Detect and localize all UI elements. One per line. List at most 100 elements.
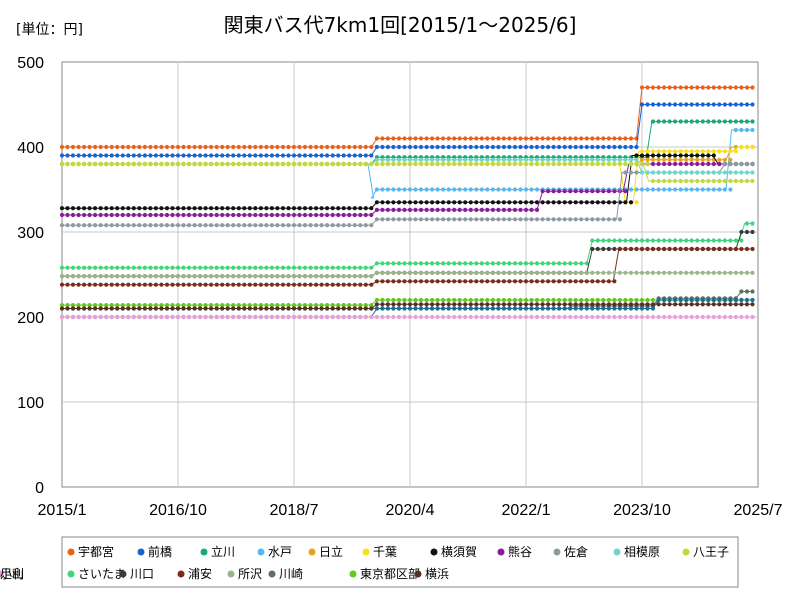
data-point <box>374 270 379 275</box>
data-point <box>579 217 584 222</box>
data-point <box>584 136 589 141</box>
data-point <box>264 153 269 158</box>
data-point <box>330 144 335 150</box>
data-point <box>595 302 600 307</box>
data-point <box>662 157 667 162</box>
data-point <box>457 136 462 141</box>
data-point <box>463 136 468 141</box>
data-point <box>391 261 396 266</box>
data-point <box>170 223 175 228</box>
data-point <box>358 153 363 158</box>
data-point <box>396 261 402 266</box>
data-point <box>363 306 368 311</box>
y-tick-label: 0 <box>35 480 44 497</box>
data-point <box>82 144 87 150</box>
data-point <box>590 279 595 284</box>
data-point <box>269 212 274 218</box>
data-point <box>192 265 197 270</box>
data-point <box>446 297 451 303</box>
data-point <box>695 153 700 158</box>
data-point <box>650 270 656 275</box>
data-point <box>280 274 286 279</box>
data-point <box>402 270 407 275</box>
data-point <box>507 187 512 192</box>
data-point <box>396 136 402 141</box>
data-point <box>142 303 147 308</box>
data-point <box>181 206 186 211</box>
data-point <box>319 314 324 320</box>
data-point <box>490 157 495 162</box>
data-point <box>689 187 694 192</box>
data-point <box>319 223 324 228</box>
data-point <box>269 144 274 150</box>
data-point <box>396 217 402 222</box>
data-point <box>325 274 330 279</box>
data-point <box>209 314 214 320</box>
data-point <box>225 223 230 228</box>
data-point <box>93 144 98 150</box>
data-point <box>623 246 628 252</box>
data-point <box>148 144 153 150</box>
data-point <box>430 187 435 192</box>
data-point <box>413 161 418 167</box>
data-point <box>457 200 462 205</box>
data-point <box>650 306 656 311</box>
data-point <box>352 206 357 211</box>
data-point <box>374 279 379 284</box>
data-point <box>628 187 634 192</box>
data-point <box>678 302 683 307</box>
data-point <box>269 274 274 279</box>
data-point <box>667 297 672 303</box>
data-point <box>441 144 446 150</box>
data-point <box>363 161 368 167</box>
data-point <box>529 297 534 303</box>
data-point <box>706 153 711 158</box>
data-point <box>645 161 650 167</box>
data-point <box>192 212 197 218</box>
data-point <box>457 279 462 284</box>
data-point <box>739 178 744 184</box>
data-point <box>109 223 114 228</box>
data-point <box>452 306 457 311</box>
data-point <box>347 274 352 279</box>
data-point <box>739 85 744 90</box>
data-point <box>485 136 490 141</box>
data-point <box>590 136 595 141</box>
data-point <box>358 206 363 211</box>
data-point <box>369 144 374 150</box>
data-point <box>463 187 468 192</box>
data-point <box>242 206 247 211</box>
data-point <box>441 302 446 307</box>
data-point <box>159 144 164 150</box>
data-point <box>286 303 291 308</box>
data-point <box>523 306 529 311</box>
data-point <box>628 297 634 303</box>
data-point <box>722 85 728 90</box>
data-point <box>722 270 728 275</box>
data-point <box>562 279 567 284</box>
data-point <box>413 261 418 266</box>
data-point <box>76 282 81 287</box>
data-point <box>739 238 744 243</box>
data-point <box>137 265 142 270</box>
legend-item: 所沢 <box>227 567 262 581</box>
legend-marker <box>613 548 621 556</box>
data-point <box>407 314 413 320</box>
data-point <box>551 189 556 194</box>
data-point <box>137 223 142 228</box>
data-point <box>126 265 131 270</box>
data-point <box>435 306 440 311</box>
data-point <box>490 297 495 303</box>
data-point <box>137 144 142 150</box>
data-point <box>170 265 175 270</box>
data-point <box>104 314 109 320</box>
data-point <box>479 297 484 303</box>
data-point <box>385 270 390 275</box>
data-point <box>291 161 297 167</box>
data-point <box>242 274 247 279</box>
legend-label: 前橋 <box>148 544 172 559</box>
data-point <box>424 207 429 212</box>
data-point <box>70 274 76 279</box>
data-point <box>441 297 446 303</box>
data-point <box>407 161 413 167</box>
